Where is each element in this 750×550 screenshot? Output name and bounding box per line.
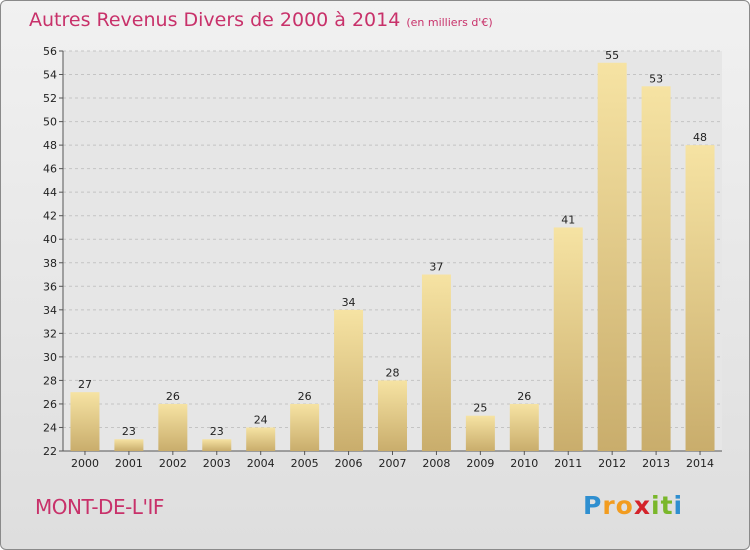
bar-2001 [114,439,144,451]
x-tick-label-2001: 2001 [115,457,143,470]
chart-title: Autres Revenus Divers de 2000 à 2014 (en … [29,9,493,31]
data-label-2006: 34 [342,296,356,309]
bar-2004 [246,427,276,451]
logo-letter: i [651,491,661,520]
x-tick-label-2008: 2008 [422,457,450,470]
x-tick-label-2000: 2000 [71,457,99,470]
bar-2011 [553,227,583,451]
y-tick-label: 28 [43,374,57,387]
data-label-2009: 25 [473,402,487,415]
data-label-2003: 23 [210,425,224,438]
data-label-2012: 55 [605,49,619,62]
y-tick-label: 22 [43,445,57,458]
y-tick-label: 38 [43,257,57,270]
y-tick-label: 46 [43,163,57,176]
data-label-2014: 48 [693,131,707,144]
y-tick-label: 52 [43,92,57,105]
x-tick-label-2014: 2014 [686,457,714,470]
bar-2009 [465,415,495,451]
y-tick-label: 44 [43,186,57,199]
logo-letter: P [583,491,603,520]
bar-2006 [334,309,364,451]
y-tick-label: 50 [43,116,57,129]
bar-2002 [158,403,188,451]
chart-title-text: Autres Revenus Divers de 2000 à 2014 [29,9,401,31]
x-tick-label-2013: 2013 [642,457,670,470]
bar-2000 [70,392,100,451]
y-tick-label: 48 [43,139,57,152]
data-label-2010: 26 [517,390,531,403]
y-tick-label: 30 [43,351,57,364]
y-tick-label: 36 [43,280,57,293]
x-tick-label-2004: 2004 [247,457,275,470]
bar-2008 [421,274,451,451]
data-label-2007: 28 [386,366,400,379]
bar-2005 [290,403,320,451]
x-tick-label-2010: 2010 [510,457,538,470]
data-label-2005: 26 [298,390,312,403]
logo-letter: r [602,491,616,520]
logo-letter: x [633,491,651,520]
y-tick-label: 40 [43,233,57,246]
y-tick-label: 42 [43,210,57,223]
x-tick-label-2012: 2012 [598,457,626,470]
x-tick-label-2002: 2002 [159,457,187,470]
x-tick-label-2006: 2006 [335,457,363,470]
bar-2013 [641,86,671,451]
data-label-2008: 37 [429,261,443,274]
proxiti-logo: Proxiti [583,491,683,520]
x-tick-label-2007: 2007 [379,457,407,470]
x-tick-label-2011: 2011 [554,457,582,470]
y-tick-label: 34 [43,304,57,317]
data-label-2013: 53 [649,72,663,85]
location-name: MONT-DE-L'IF [35,495,164,519]
data-label-2000: 27 [78,378,92,391]
x-tick-label-2009: 2009 [466,457,494,470]
data-label-2004: 24 [254,413,268,426]
chart-subtitle: (en milliers d'€) [406,16,493,29]
data-label-2011: 41 [561,213,575,226]
data-label-2001: 23 [122,425,136,438]
data-label-2002: 26 [166,390,180,403]
bar-2010 [509,403,539,451]
bar-2003 [202,439,232,451]
logo-letter: i [673,491,684,520]
y-tick-label: 24 [43,421,57,434]
y-tick-label: 26 [43,398,57,411]
y-tick-label: 32 [43,327,57,340]
logo-letter: o [615,491,634,520]
bar-2012 [597,62,627,451]
x-tick-label-2003: 2003 [203,457,231,470]
x-tick-label-2005: 2005 [291,457,319,470]
bar-2014 [685,145,715,451]
y-tick-label: 56 [43,45,57,58]
logo-letter: t [660,491,674,520]
y-tick-label: 54 [43,69,57,82]
bar-2007 [378,380,407,451]
